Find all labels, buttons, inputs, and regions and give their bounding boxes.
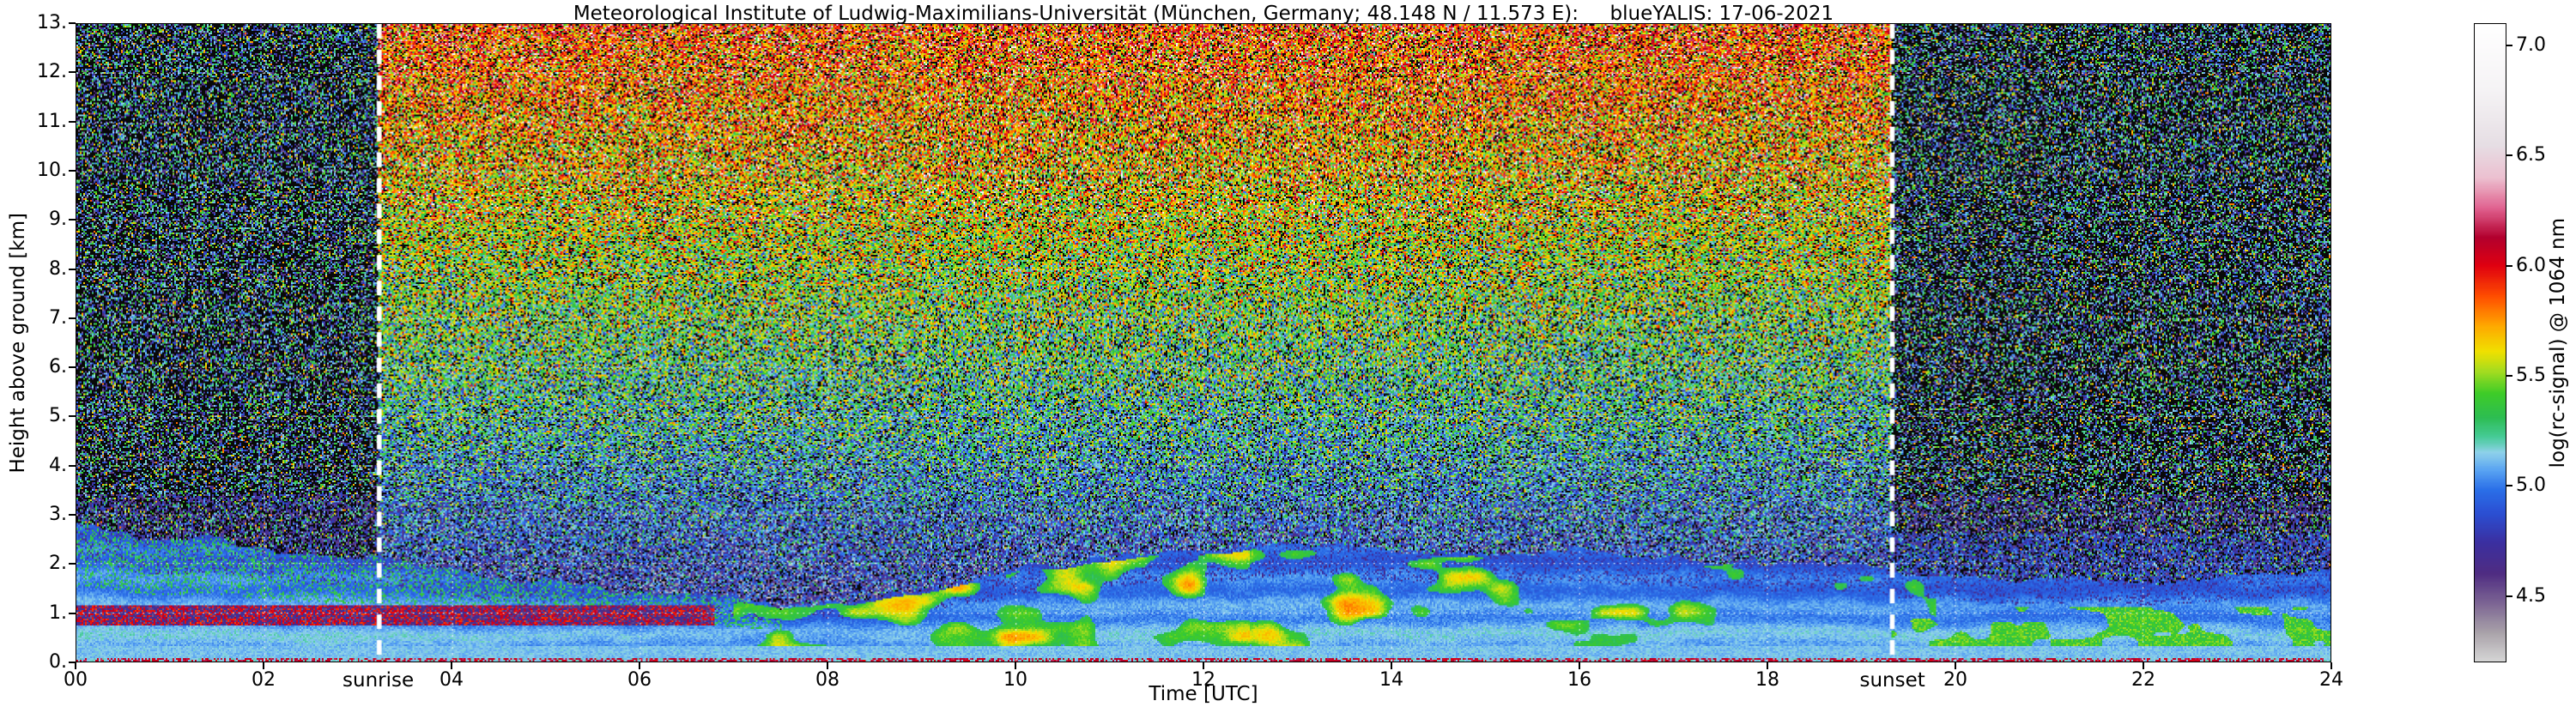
y-tick-mark	[69, 219, 76, 221]
colorbar-label: log(rc-signal) @ 1064 nm	[2547, 217, 2569, 468]
x-tick-mark	[451, 662, 452, 669]
y-tick-label: 9.	[49, 208, 67, 231]
y-tick-mark	[69, 662, 76, 663]
plot-area	[76, 23, 2331, 662]
x-tick-mark	[75, 662, 76, 669]
y-tick-label: 6.	[49, 356, 67, 378]
x-tick-label: 22	[2131, 669, 2155, 691]
x-tick-mark	[2143, 662, 2144, 669]
y-tick-mark	[69, 612, 76, 614]
colorbar-tick-label: 5.5	[2516, 365, 2546, 387]
y-tick-mark	[69, 22, 76, 24]
colorbar-tick-mark	[2506, 485, 2512, 487]
y-tick-label: 2.	[49, 553, 67, 575]
x-tick-label: 18	[1755, 669, 1779, 691]
x-tick-label: 08	[815, 669, 839, 691]
y-tick-label: 1.	[49, 601, 67, 624]
x-tick-mark	[1203, 662, 1204, 669]
y-tick-label: 7.	[49, 306, 67, 329]
y-tick-label: 3.	[49, 504, 67, 526]
y-tick-label: 5.	[49, 405, 67, 427]
x-tick-label: 16	[1567, 669, 1591, 691]
x-tick-mark	[1767, 662, 1768, 669]
y-tick-mark	[69, 563, 76, 565]
colorbar-tick-mark	[2506, 154, 2512, 157]
x-tick-mark	[1015, 662, 1016, 669]
x-tick-mark	[2331, 662, 2332, 669]
y-axis-label: Height above ground [km]	[7, 212, 29, 474]
y-tick-label: 0.	[49, 651, 67, 673]
y-tick-mark	[69, 71, 76, 74]
colorbar-label-wrap: log(rc-signal) @ 1064 nm	[2543, 23, 2573, 662]
sunset-label: sunset	[1859, 669, 1925, 692]
x-tick-label: 00	[64, 669, 88, 691]
x-tick-label: 04	[439, 669, 464, 691]
x-tick-mark	[1955, 662, 1956, 669]
y-tick-mark	[69, 366, 76, 369]
y-tick-mark	[69, 514, 76, 517]
y-tick-label: 10.	[37, 159, 67, 181]
y-tick-label: 12.	[37, 61, 67, 83]
x-tick-label: 02	[252, 669, 276, 691]
y-tick-label: 4.	[49, 454, 67, 476]
x-tick-label: 20	[1943, 669, 1967, 691]
x-tick-mark	[639, 662, 640, 669]
colorbar-tick-label: 6.0	[2516, 254, 2546, 276]
y-tick-label: 13.	[37, 12, 67, 33]
x-tick-mark	[827, 662, 828, 669]
colorbar-tick-mark	[2506, 595, 2512, 597]
y-tick-mark	[69, 464, 76, 467]
colorbar-tick-mark	[2506, 375, 2512, 378]
y-tick-label: 8.	[49, 257, 67, 280]
x-tick-mark	[1391, 662, 1392, 669]
y-tick-mark	[69, 120, 76, 123]
colorbar	[2474, 23, 2506, 662]
x-tick-label: 06	[627, 669, 652, 691]
x-axis-label: Time [UTC]	[1149, 683, 1258, 705]
x-tick-label: 24	[2319, 669, 2343, 691]
colorbar-tick-label: 5.0	[2516, 474, 2546, 497]
x-tick-label: 14	[1379, 669, 1403, 691]
colorbar-tick-label: 6.5	[2516, 144, 2546, 166]
colorbar-tick-label: 7.0	[2516, 33, 2546, 56]
x-tick-label: 12	[1191, 669, 1215, 691]
sunrise-label: sunrise	[342, 669, 415, 692]
colorbar-tick-mark	[2506, 264, 2512, 267]
y-tick-mark	[69, 268, 76, 270]
colorbar-canvas	[2475, 24, 2506, 662]
x-tick-label: 10	[1003, 669, 1027, 691]
x-tick-mark	[1579, 662, 1580, 669]
colorbar-tick-label: 4.5	[2516, 584, 2546, 607]
y-tick-mark	[69, 415, 76, 418]
y-tick-mark	[69, 169, 76, 172]
gridlines-overlay-canvas	[76, 24, 2331, 662]
y-tick-label: 11.	[37, 110, 67, 132]
colorbar-tick-mark	[2506, 44, 2512, 46]
page-title: Meteorological Institute of Ludwig-Maxim…	[573, 3, 1834, 25]
y-tick-mark	[69, 317, 76, 319]
x-tick-mark	[263, 662, 264, 669]
